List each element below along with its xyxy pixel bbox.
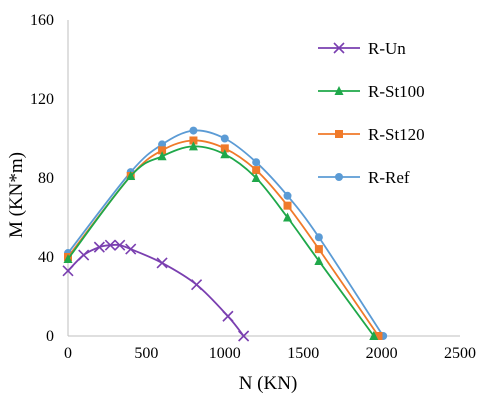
x-tick-label: 1000 <box>209 345 241 362</box>
data-point-r-un <box>125 243 137 255</box>
x-tick-label: 2500 <box>444 345 476 362</box>
data-point-r-un <box>222 310 234 322</box>
x-tick-label: 0 <box>64 345 72 362</box>
data-point-r-st120 <box>314 245 323 254</box>
x-tick-label: 1500 <box>287 345 319 362</box>
data-point-r-un <box>78 249 90 261</box>
data-point-r-st120 <box>189 136 198 145</box>
series-line-r-un <box>67 243 245 337</box>
y-tick-label: 40 <box>38 249 54 266</box>
legend-item-r-un: R-Un <box>318 39 406 58</box>
data-point-r-st100 <box>314 255 324 265</box>
data-point-r-ref <box>189 126 198 135</box>
legend-marker-r-ref <box>335 173 343 181</box>
data-point-r-st100 <box>63 253 73 263</box>
data-point-r-st120 <box>374 332 383 340</box>
x-tick-label: 2000 <box>366 345 398 362</box>
data-point-r-st100 <box>188 141 198 151</box>
x-tick-label: 500 <box>134 345 158 362</box>
data-point-r-st120 <box>283 201 292 210</box>
data-point-r-un <box>156 257 168 269</box>
data-point-r-ref <box>314 233 323 242</box>
data-point-r-un <box>104 239 116 251</box>
data-point-r-st120 <box>252 166 261 175</box>
data-point-r-ref <box>283 191 292 200</box>
data-point-r-un <box>93 241 105 253</box>
series-line-r-st120 <box>67 139 380 337</box>
data-point-r-st100 <box>369 331 379 340</box>
legend-marker-r-un <box>333 42 345 54</box>
y-tick-label: 80 <box>38 170 54 187</box>
data-point-r-st120 <box>158 146 167 155</box>
data-point-r-st100 <box>220 149 230 159</box>
legend-label: R-Ref <box>368 168 410 187</box>
series-line-r-ref <box>67 129 384 337</box>
series-r-ref <box>64 126 388 340</box>
data-point-r-st100 <box>283 212 293 222</box>
y-axis-label: M (KN*m) <box>6 152 27 238</box>
y-tick-label: 0 <box>46 328 54 345</box>
data-point-r-st100 <box>251 173 261 182</box>
legend-item-r-st120: R-St120 <box>318 125 425 144</box>
data-point-r-un <box>238 330 250 342</box>
y-tick-label: 120 <box>30 91 54 108</box>
data-point-r-st100 <box>157 151 167 161</box>
data-point-r-un <box>114 239 126 251</box>
y-tick-label: 160 <box>30 12 54 29</box>
legend-item-r-ref: R-Ref <box>318 168 410 187</box>
legend-label: R-St120 <box>368 125 425 144</box>
tick-labels: 0 500 1000 1500 2000 2500 0 40 80 120 160 <box>30 12 476 362</box>
x-axis-label: N (KN) <box>239 373 298 394</box>
series-layer <box>62 126 388 342</box>
data-point-r-st100 <box>126 171 136 181</box>
axes <box>67 20 460 337</box>
series-r-un <box>62 239 250 342</box>
legend: R-Un R-St100 R-St120 R-Ref <box>318 39 425 187</box>
legend-marker-r-st120 <box>335 130 343 138</box>
legend-label: R-St100 <box>368 82 425 101</box>
data-point-r-un <box>191 279 203 291</box>
legend-label: R-Un <box>368 39 406 58</box>
legend-item-r-st100: R-St100 <box>318 82 425 101</box>
data-point-r-ref <box>252 158 261 167</box>
legend-marker-r-st100 <box>334 86 344 95</box>
data-point-r-un <box>62 265 74 277</box>
series-r-st100 <box>63 141 379 340</box>
series-r-st120 <box>64 136 383 340</box>
data-point-r-ref <box>220 134 229 143</box>
data-point-r-st120 <box>220 144 229 153</box>
